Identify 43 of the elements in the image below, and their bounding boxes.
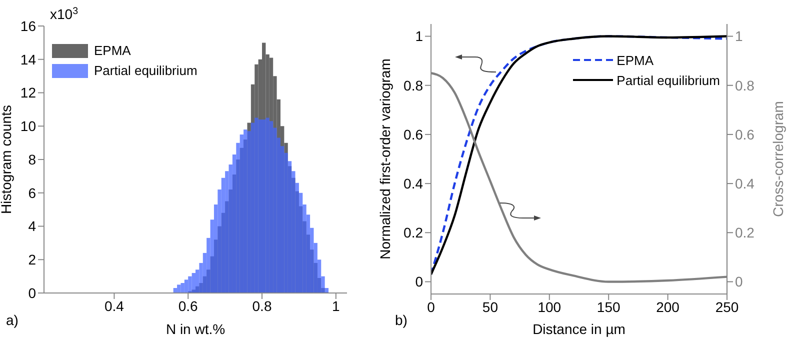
y-tick-label: 1: [415, 28, 424, 44]
y2-tick-label: 0.8: [735, 77, 755, 94]
y-tick-label: 0.8: [404, 77, 424, 94]
y-tick-label: 0.2: [404, 224, 424, 241]
y-tick-label: 4: [28, 218, 36, 234]
y-tick-label: 2: [28, 252, 36, 268]
x-tick-label: 0.4: [104, 298, 124, 314]
x-tick-label: 250: [715, 298, 739, 315]
x-tick-label: 1: [332, 298, 340, 314]
x-tick-label: 0.8: [252, 298, 272, 314]
y-tick-label: 16: [20, 18, 36, 34]
x-axis-title: Distance in µm: [532, 321, 626, 337]
y2-tick-label: 0: [735, 274, 743, 290]
y2-tick-label: 1: [735, 28, 743, 44]
y2-tick-label: 0.6: [735, 126, 755, 142]
y2-axis-title: Cross-correlogram: [770, 101, 786, 217]
y-tick-label: 12: [20, 84, 36, 101]
text: x10$^{3}$: [50, 6, 79, 22]
y-tick-label: 0.4: [404, 176, 424, 192]
text: b): [395, 312, 408, 328]
y-tick-label: 0.6: [404, 126, 424, 142]
y-tick-label: 0: [415, 274, 424, 290]
x-tick-label: 0.6: [178, 298, 198, 314]
y-axis-title: Normalized first-order variogram: [376, 58, 393, 260]
x-tick-label: 200: [656, 298, 680, 315]
y-tick-label: 10: [20, 118, 36, 134]
legend-label: EPMA: [616, 52, 654, 68]
y-tick-label: 14: [20, 51, 36, 68]
x-tick-label: 150: [596, 298, 620, 315]
x-axis-title: N in wt.%: [166, 321, 226, 337]
x-tick-label: 0: [427, 298, 436, 315]
y2-tick-label: 0.4: [735, 176, 755, 192]
x-tick-label: 100: [538, 298, 562, 315]
y-tick-label: 8: [28, 151, 36, 168]
legend-label: EPMA: [94, 42, 131, 58]
text: a): [6, 312, 18, 328]
y-tick-label: 6: [28, 184, 36, 201]
y-axis-title: Histogram counts: [0, 105, 14, 214]
y-tick-label: 0: [28, 284, 36, 301]
legend-label: Partial equilibrium: [616, 72, 720, 88]
legend-label: Partial equilibrium: [94, 62, 198, 78]
y2-tick-label: 0.2: [735, 224, 755, 241]
x-tick-label: 50: [482, 298, 498, 315]
